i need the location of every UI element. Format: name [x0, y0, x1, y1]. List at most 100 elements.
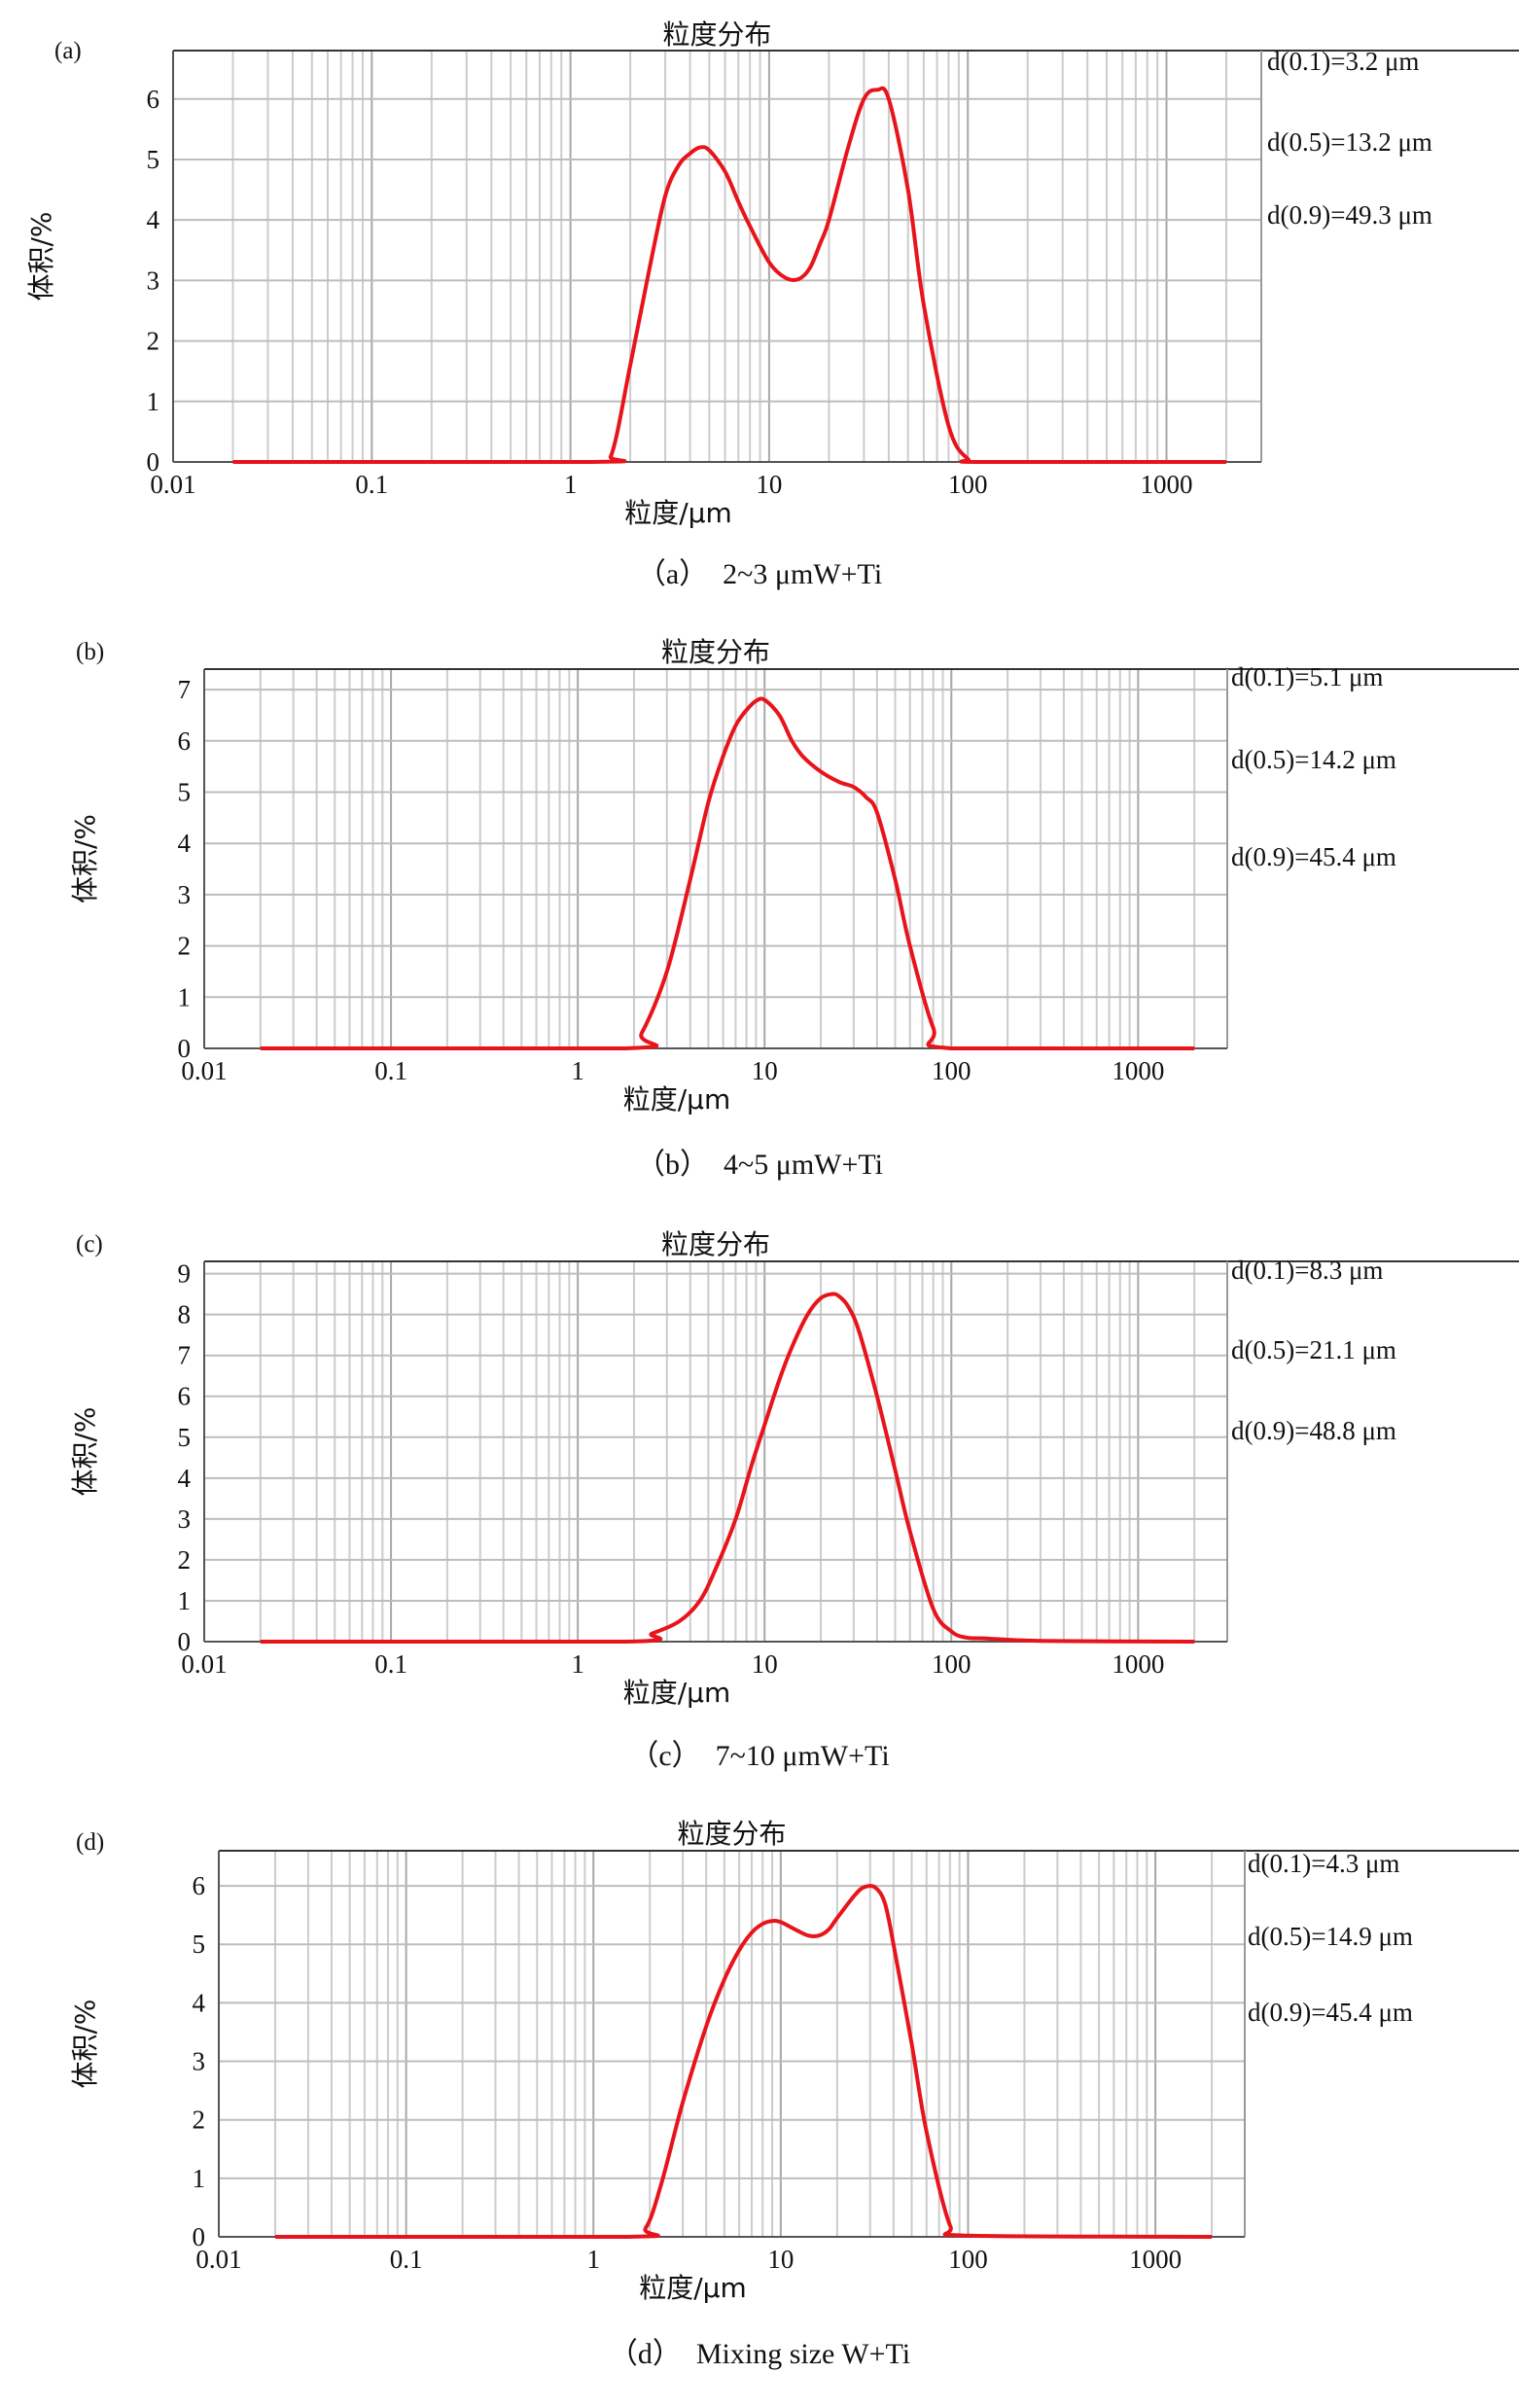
panel-d: 0.01 0.1 1 10 100 1000 0 1 2 3 4 5 6 粒度分布 粒度/μm 体积/% (d)…: [0, 1789, 1519, 2408]
percentile-annotation: d(0.9)=45.4 μm: [1231, 842, 1396, 871]
caption-b: （b） 4~5 μmW+Ti: [636, 1149, 883, 1181]
y-tick-label: 2: [147, 327, 160, 356]
caption-d: （d） Mixing size W+Ti: [608, 2338, 911, 2370]
x-tick-label: 100: [948, 2245, 988, 2274]
y-axis-label: 体积/%: [69, 1406, 101, 1496]
y-tick-label: 2: [193, 2106, 206, 2135]
x-axis-label: 粒度/μm: [639, 2272, 747, 2304]
panel-b: 0.01 0.1 1 10 100 1000 0 1 2 3 4 5 6 7 粒度分布 粒度/μm 体积/% (b…: [0, 593, 1519, 1186]
y-tick-label: 3: [178, 1505, 192, 1534]
percentile-annotation: d(0.9)=45.4 μm: [1248, 1998, 1413, 2027]
grid: [218, 1851, 1246, 2237]
y-tick-label: 3: [147, 266, 160, 295]
y-tick-label: 4: [178, 829, 192, 858]
percentile-annotation: d(0.5)=14.2 μm: [1231, 745, 1396, 774]
percentile-annotation: d(0.5)=21.1 μm: [1231, 1335, 1396, 1364]
y-tick-label: 7: [178, 675, 192, 704]
distribution-curve: [260, 1292, 1195, 1645]
x-tick-label: 100: [932, 1649, 971, 1679]
x-tick-label: 1: [586, 2245, 600, 2274]
chart-title: 粒度分布: [661, 1228, 770, 1260]
y-axis-label: 体积/%: [69, 814, 101, 903]
x-tick-label: 1000: [1112, 1056, 1164, 1085]
x-tick-label: 1: [564, 470, 578, 499]
x-tick-label: 1000: [1129, 2245, 1182, 2274]
y-tick-label: 4: [193, 1988, 206, 2017]
distribution-curve: [260, 696, 1195, 1050]
x-tick-label: 10: [767, 2245, 794, 2274]
percentile-annotation: d(0.1)=3.2 μm: [1267, 47, 1419, 76]
y-tick-label: 0: [147, 447, 160, 477]
y-tick-label: 8: [178, 1300, 192, 1329]
grid: [203, 1261, 1228, 1642]
x-tick-label: 0.01: [181, 1056, 227, 1085]
y-tick-label: 0: [178, 1034, 192, 1063]
panel-a: 0.01 0.1 1 10 100 1000 0 1 2 3 4 5 6 粒度分布 粒度/μm 体积/% (a)…: [0, 0, 1519, 593]
x-tick-label: 10: [756, 470, 782, 499]
x-tick-label: 0.01: [195, 2245, 241, 2274]
y-tick-label: 3: [178, 880, 192, 909]
x-tick-label: 1000: [1112, 1649, 1164, 1679]
x-tick-label: 0.1: [374, 1649, 407, 1679]
panel-label: (c): [76, 1231, 103, 1257]
caption-a: （a） 2~3 μmW+Ti: [636, 558, 883, 590]
y-tick-label: 4: [147, 205, 160, 234]
y-tick-label: 1: [178, 1586, 192, 1615]
y-tick-label: 7: [178, 1341, 192, 1370]
y-tick-label: 5: [193, 1930, 206, 1959]
y-tick-label: 2: [178, 932, 192, 961]
grid: [203, 669, 1228, 1048]
percentile-annotation: d(0.5)=14.9 μm: [1248, 1922, 1413, 1951]
y-tick-label: 1: [178, 982, 192, 1011]
y-tick-label: 6: [178, 1382, 192, 1411]
x-tick-label: 100: [948, 470, 988, 499]
x-axis-label: 粒度/μm: [624, 497, 732, 529]
y-tick-label: 5: [178, 1423, 192, 1452]
y-tick-label: 0: [178, 1627, 192, 1656]
percentile-annotation: d(0.9)=49.3 μm: [1267, 200, 1432, 230]
y-tick-label: 4: [178, 1464, 192, 1493]
y-axis-label: 体积/%: [69, 1999, 101, 2088]
y-tick-label: 5: [178, 777, 192, 806]
x-axis-label: 粒度/μm: [623, 1083, 731, 1115]
y-tick-label: 5: [147, 145, 160, 174]
panel-c: 0.01 0.1 1 10 100 1000 0 1 2 3 4 5 6 7 8 9 粒度分布 粒度/μm 体积/%…: [0, 1191, 1519, 1785]
x-tick-label: 0.1: [355, 470, 388, 499]
chart-title: 粒度分布: [661, 636, 770, 668]
y-tick-label: 6: [193, 1871, 206, 1900]
y-tick-label: 6: [178, 726, 192, 756]
x-tick-label: 10: [752, 1056, 778, 1085]
panel-label: (b): [76, 639, 104, 665]
y-tick-label: 9: [178, 1259, 192, 1289]
x-tick-label: 10: [752, 1649, 778, 1679]
x-tick-label: 1: [571, 1056, 584, 1085]
percentile-annotation: d(0.1)=5.1 μm: [1231, 662, 1383, 691]
y-tick-label: 6: [147, 85, 160, 114]
percentile-annotation: d(0.9)=48.8 μm: [1231, 1416, 1396, 1445]
x-tick-label: 0.01: [150, 470, 195, 499]
percentile-annotation: d(0.1)=8.3 μm: [1231, 1256, 1383, 1285]
percentile-annotation: d(0.5)=13.2 μm: [1267, 127, 1432, 157]
panel-label: (a): [54, 38, 82, 64]
percentile-annotation: d(0.1)=4.3 μm: [1248, 1849, 1399, 1878]
y-tick-label: 1: [193, 2164, 206, 2193]
y-tick-label: 0: [193, 2222, 206, 2251]
y-tick-label: 3: [193, 2047, 206, 2076]
y-axis-label: 体积/%: [25, 211, 57, 301]
x-tick-label: 1000: [1141, 470, 1193, 499]
distribution-curve: [274, 1884, 1213, 2239]
distribution-curve: [232, 86, 1226, 465]
x-tick-label: 100: [932, 1056, 971, 1085]
x-axis-label: 粒度/μm: [623, 1677, 731, 1709]
x-tick-label: 0.1: [390, 2245, 423, 2274]
grid: [172, 51, 1262, 462]
panel-label: (d): [76, 1829, 104, 1856]
caption-c: （c） 7~10 μmW+Ti: [629, 1740, 890, 1772]
x-tick-label: 0.01: [181, 1649, 227, 1679]
x-tick-label: 1: [571, 1649, 584, 1679]
chart-title: 粒度分布: [662, 18, 771, 51]
